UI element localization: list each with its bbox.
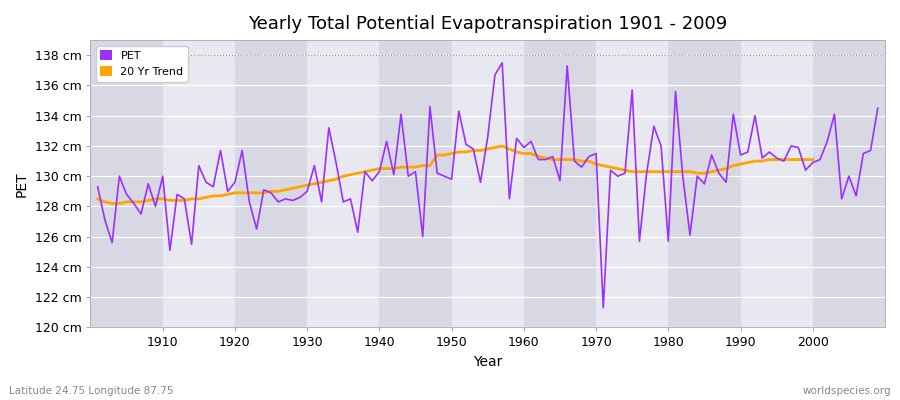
- Legend: PET, 20 Yr Trend: PET, 20 Yr Trend: [96, 46, 188, 82]
- Title: Yearly Total Potential Evapotranspiration 1901 - 2009: Yearly Total Potential Evapotranspiratio…: [248, 15, 727, 33]
- Bar: [813, 40, 885, 328]
- Bar: [235, 40, 307, 328]
- Y-axis label: PET: PET: [15, 171, 29, 196]
- X-axis label: Year: Year: [473, 355, 502, 369]
- Bar: [524, 40, 596, 328]
- Text: Latitude 24.75 Longitude 87.75: Latitude 24.75 Longitude 87.75: [9, 386, 174, 396]
- Bar: [380, 40, 452, 328]
- Text: worldspecies.org: worldspecies.org: [803, 386, 891, 396]
- Bar: [669, 40, 741, 328]
- Bar: [91, 40, 163, 328]
